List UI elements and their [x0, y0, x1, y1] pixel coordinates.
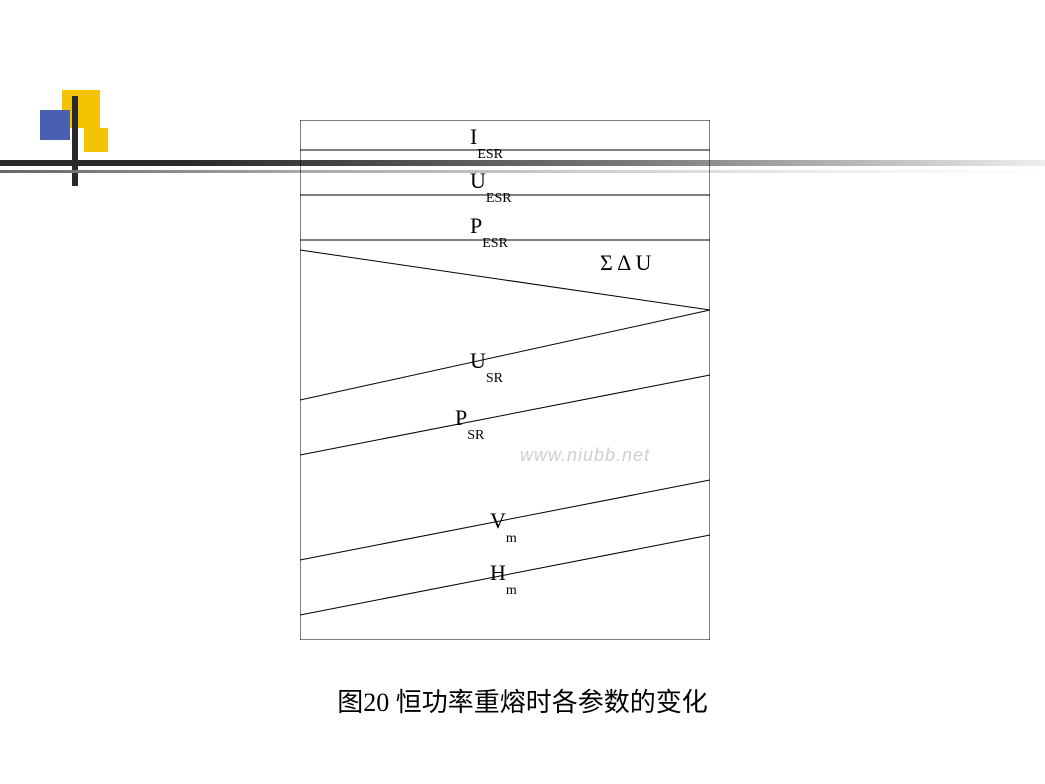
label-sigdu: Σ Δ U	[600, 250, 652, 275]
figure-caption: 图20 恒功率重熔时各参数的变化	[0, 682, 1045, 719]
logo-square-blue	[40, 110, 70, 140]
label-hm: Hm	[490, 560, 517, 598]
slide: IESR UESR PESR Σ Δ U USR PSR Vm Hm www.niubb.ne…	[0, 0, 1045, 784]
label-iesr: IESR	[470, 124, 504, 162]
watermark-text: www.niubb.net	[520, 445, 650, 466]
diagram-container: IESR UESR PESR Σ Δ U USR PSR Vm Hm	[300, 120, 710, 640]
label-vm: Vm	[490, 508, 517, 546]
diagram-svg: IESR UESR PESR Σ Δ U USR PSR Vm Hm	[300, 120, 710, 640]
label-pesr: PESR	[470, 213, 509, 251]
label-uesr: UESR	[470, 168, 512, 206]
slide-corner-logo	[40, 90, 160, 190]
label-psr: PSR	[455, 405, 485, 443]
logo-square-yellow-2	[84, 128, 108, 152]
label-usr: USR	[470, 348, 504, 386]
